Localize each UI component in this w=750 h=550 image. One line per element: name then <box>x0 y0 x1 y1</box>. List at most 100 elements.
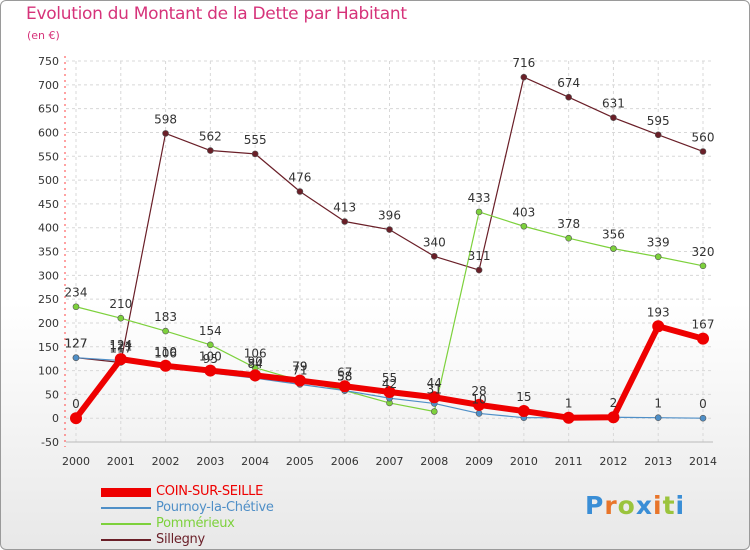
logo-letter: o <box>617 491 636 520</box>
data-label-pournoy-la-ch-tive: 127 <box>65 337 88 351</box>
point-coin-sur-seille <box>159 359 172 372</box>
legend-swatch <box>101 484 151 500</box>
point-sillegny <box>430 252 438 260</box>
y-tick-label: 650 <box>38 103 59 116</box>
point-coin-sur-seille <box>428 391 441 404</box>
point-sillegny <box>162 130 169 137</box>
y-tick-label: 250 <box>38 293 59 306</box>
data-label-sillegny: 476 <box>288 170 311 184</box>
logo-letter: i <box>675 491 686 520</box>
data-label-pournoy-la-ch-tive: 71 <box>292 363 307 377</box>
y-tick-label: 600 <box>38 126 59 139</box>
point-coin-sur-seille <box>114 353 127 366</box>
data-label-sillegny: 560 <box>692 130 715 144</box>
y-tick-label: 100 <box>38 365 59 378</box>
point-coin-sur-seille <box>383 385 396 398</box>
point-sillegny <box>296 188 304 195</box>
data-label-coin-sur-seille: 124 <box>109 338 132 352</box>
x-tick-label: 2008 <box>420 455 448 468</box>
legend-label: Pommérieux <box>156 516 235 531</box>
data-label-pomm-rieux: 58 <box>337 370 352 384</box>
data-label-pomm-rieux: 433 <box>468 191 491 205</box>
point-sillegny <box>699 148 707 155</box>
x-tick-label: 2014 <box>689 455 717 468</box>
point-pomm-rieux <box>430 408 438 415</box>
legend-swatch <box>101 532 151 548</box>
x-tick-label: 2004 <box>241 455 269 468</box>
point-pournoy-la-ch-tive <box>654 414 662 422</box>
point-pomm-rieux <box>207 341 214 349</box>
point-pomm-rieux <box>72 303 80 311</box>
point-pomm-rieux <box>565 234 572 242</box>
logo-letter: t <box>662 491 676 520</box>
y-tick-label: 200 <box>38 317 59 330</box>
data-label-pournoy-la-ch-tive: 0 <box>699 397 707 411</box>
point-pournoy-la-ch-tive <box>475 410 483 417</box>
data-label-coin-sur-seille: 0 <box>72 397 80 411</box>
point-coin-sur-seille <box>249 369 262 382</box>
point-pomm-rieux <box>699 262 707 270</box>
data-label-coin-sur-seille: 167 <box>692 318 715 332</box>
point-coin-sur-seille <box>70 412 82 425</box>
y-tick-label: 750 <box>38 55 59 68</box>
point-sillegny <box>251 150 259 158</box>
point-sillegny <box>207 147 214 154</box>
data-label-coin-sur-seille: 110 <box>154 345 177 359</box>
data-label-sillegny: 127 <box>65 337 88 351</box>
data-label-pournoy-la-ch-tive: 42 <box>382 377 397 391</box>
axes: -500501001502002503003504004505005506006… <box>38 55 717 468</box>
point-coin-sur-seille <box>562 411 575 424</box>
data-label-sillegny: 631 <box>602 97 625 111</box>
y-tick-label: 0 <box>52 412 59 425</box>
point-sillegny <box>565 93 572 101</box>
data-label-coin-sur-seille: 44 <box>427 376 442 390</box>
data-label-sillegny: 413 <box>333 200 356 214</box>
point-pomm-rieux <box>117 314 125 322</box>
y-tick-label: 350 <box>38 246 59 259</box>
data-label-sillegny: 674 <box>557 76 580 90</box>
x-tick-label: 2012 <box>599 455 627 468</box>
logo-letter: x <box>635 491 653 520</box>
legend-swatch <box>101 500 151 516</box>
data-label-sillegny: 396 <box>378 209 401 223</box>
point-pomm-rieux <box>654 253 662 261</box>
x-tick-label: 2006 <box>331 455 359 468</box>
data-label-pournoy-la-ch-tive: 121 <box>109 340 132 354</box>
data-label-coin-sur-seille: 79 <box>292 360 307 374</box>
data-label-sillegny: 595 <box>647 114 670 128</box>
data-label-coin-sur-seille: 1 <box>565 397 573 411</box>
point-coin-sur-seille <box>473 398 486 411</box>
x-tick-label: 2011 <box>555 455 583 468</box>
legend-swatch <box>101 516 151 532</box>
y-tick-label: 50 <box>45 388 59 401</box>
data-label-sillegny: 598 <box>154 112 177 126</box>
data-label-pomm-rieux: 210 <box>109 297 132 311</box>
data-label-pournoy-la-ch-tive: 106 <box>154 347 177 361</box>
y-tick-label: 300 <box>38 269 59 282</box>
x-tick-label: 2003 <box>196 455 224 468</box>
point-coin-sur-seille <box>293 374 306 387</box>
point-pomm-rieux <box>475 208 483 216</box>
y-tick-label: 450 <box>38 198 59 211</box>
point-pomm-rieux <box>610 245 617 252</box>
x-tick-label: 2001 <box>107 455 135 468</box>
data-label-pomm-rieux: 356 <box>602 228 625 242</box>
y-tick-label: 150 <box>38 341 59 354</box>
x-tick-label: 2002 <box>152 455 180 468</box>
series-group <box>70 73 709 425</box>
point-pournoy-la-ch-tive <box>72 354 80 362</box>
x-tick-label: 2009 <box>465 455 493 468</box>
point-coin-sur-seille <box>204 364 217 377</box>
point-coin-sur-seille <box>652 320 665 333</box>
logo-letter: P <box>585 491 605 520</box>
y-tick-label: 500 <box>38 174 59 187</box>
y-tick-label: 400 <box>38 222 59 235</box>
data-label-coin-sur-seille: 193 <box>647 305 670 319</box>
data-label-coin-sur-seille: 28 <box>471 384 486 398</box>
data-label-sillegny: 117 <box>109 341 132 355</box>
data-label-pomm-rieux: 234 <box>65 286 88 300</box>
x-tick-label: 2005 <box>286 455 314 468</box>
data-label-coin-sur-seille: 100 <box>199 350 222 364</box>
